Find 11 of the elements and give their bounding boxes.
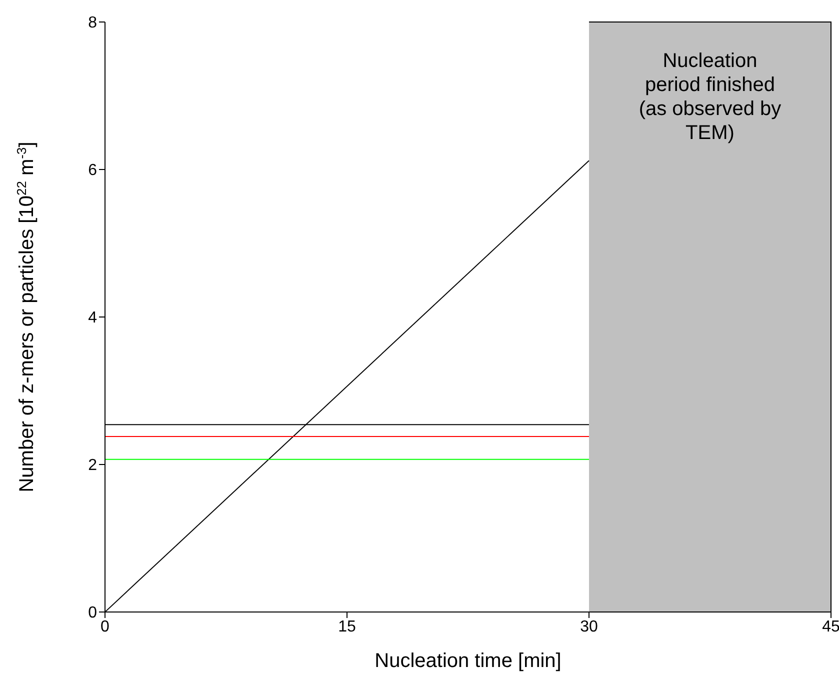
y-tick-label: 4: [88, 310, 98, 327]
y-tick-label: 0: [88, 604, 98, 622]
x-tick-label: 30: [580, 618, 598, 636]
x-tick-label: 15: [338, 618, 356, 636]
y-tick-label: 2: [88, 457, 98, 474]
x-tick-label: 45: [822, 618, 839, 636]
y-tick-label: 6: [88, 162, 98, 180]
x-tick-label: 0: [100, 618, 110, 636]
x-axis-title: Nucleation time [min]: [374, 650, 562, 672]
band-label: Nucleation period finished (as observed by TEM): [638, 50, 782, 144]
y-tick-label: 8: [88, 14, 98, 32]
